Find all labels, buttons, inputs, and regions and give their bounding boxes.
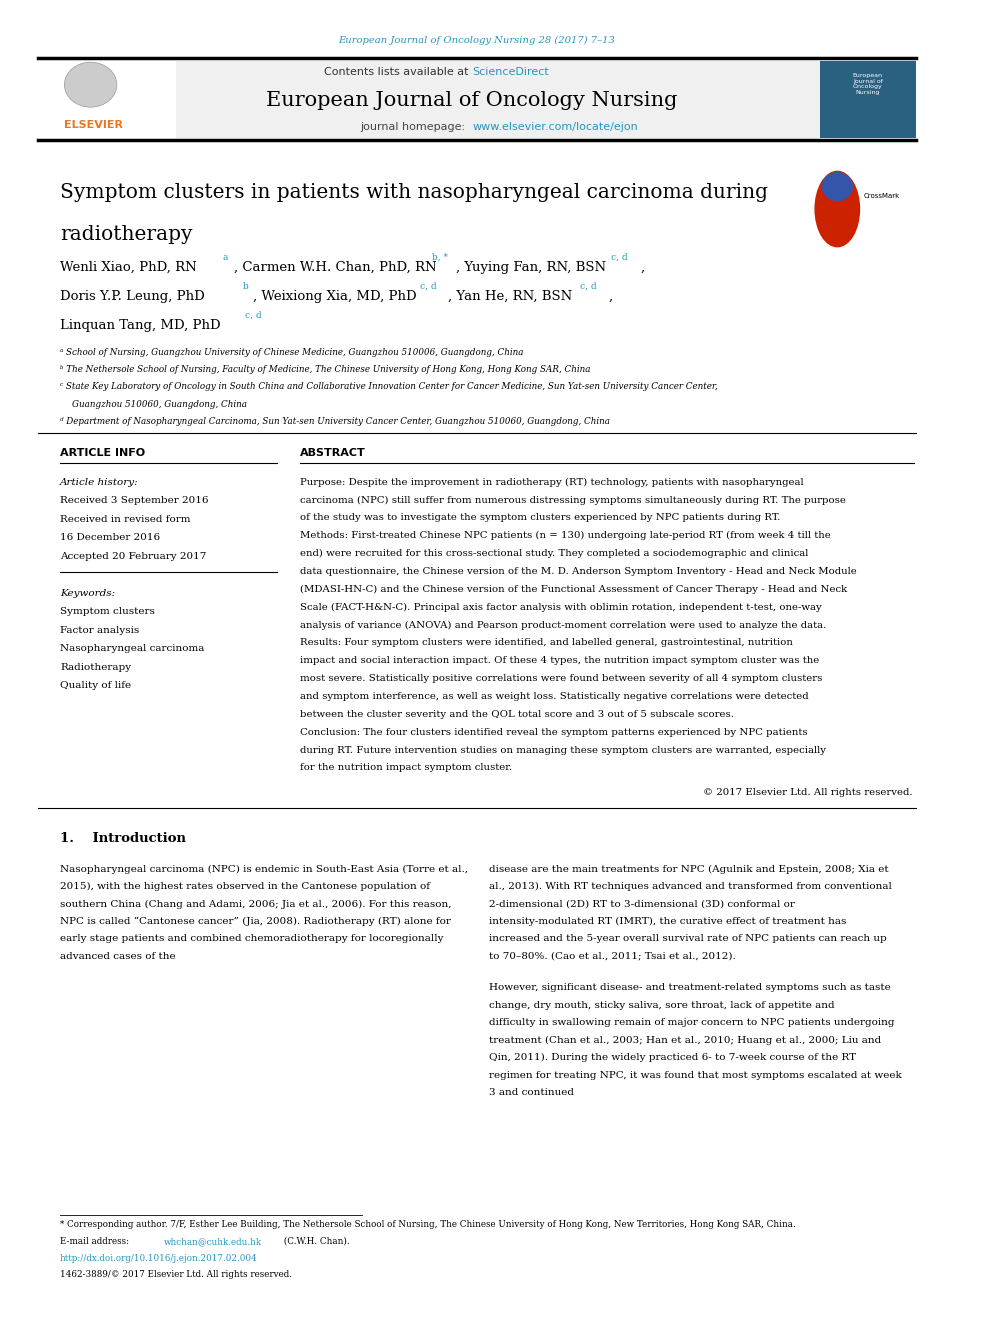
Text: Received in revised form: Received in revised form [61, 515, 190, 524]
Text: change, dry mouth, sticky saliva, sore throat, lack of appetite and: change, dry mouth, sticky saliva, sore t… [489, 1000, 835, 1009]
Text: Radiotherapy: Radiotherapy [61, 663, 131, 672]
Text: Received 3 September 2016: Received 3 September 2016 [61, 496, 208, 505]
Text: intensity-modulated RT (IMRT), the curative effect of treatment has: intensity-modulated RT (IMRT), the curat… [489, 917, 846, 926]
Text: and symptom interference, as well as weight loss. Statistically negative correla: and symptom interference, as well as wei… [301, 692, 809, 701]
Text: www.elsevier.com/locate/ejon: www.elsevier.com/locate/ejon [472, 122, 638, 132]
Text: Nasopharyngeal carcinoma: Nasopharyngeal carcinoma [61, 644, 204, 654]
Text: Symptom clusters in patients with nasopharyngeal carcinoma during: Symptom clusters in patients with nasoph… [61, 183, 768, 201]
Text: c, d: c, d [420, 282, 436, 291]
Text: , Weixiong Xia, MD, PhD: , Weixiong Xia, MD, PhD [253, 290, 417, 303]
Text: Keywords:: Keywords: [61, 589, 115, 598]
Text: of the study was to investigate the symptom clusters experienced by NPC patients: of the study was to investigate the symp… [301, 513, 781, 523]
Text: a: a [222, 253, 227, 262]
Text: ABSTRACT: ABSTRACT [301, 448, 366, 459]
Text: Doris Y.P. Leung, PhD: Doris Y.P. Leung, PhD [61, 290, 204, 303]
Text: E-mail address:: E-mail address: [61, 1237, 132, 1246]
Text: European Journal of Oncology Nursing: European Journal of Oncology Nursing [267, 91, 678, 110]
Text: 2-dimensional (2D) RT to 3-dimensional (3D) conformal or: 2-dimensional (2D) RT to 3-dimensional (… [489, 900, 796, 909]
Text: 1462-3889/© 2017 Elsevier Ltd. All rights reserved.: 1462-3889/© 2017 Elsevier Ltd. All right… [61, 1270, 292, 1279]
Text: ,: , [608, 290, 612, 303]
Text: ARTICLE INFO: ARTICLE INFO [61, 448, 145, 459]
Text: southern China (Chang and Adami, 2006; Jia et al., 2006). For this reason,: southern China (Chang and Adami, 2006; J… [61, 900, 451, 909]
Text: CrossMark: CrossMark [864, 193, 901, 198]
Text: Wenli Xiao, PhD, RN: Wenli Xiao, PhD, RN [61, 261, 196, 274]
Bar [820, 61, 916, 138]
Text: ELSEVIER: ELSEVIER [63, 120, 123, 131]
Text: radiotherapy: radiotherapy [61, 225, 192, 243]
Text: regimen for treating NPC, it was found that most symptoms escalated at week: regimen for treating NPC, it was found t… [489, 1070, 902, 1080]
Text: (C.W.H. Chan).: (C.W.H. Chan). [282, 1237, 350, 1246]
Text: NPC is called “Cantonese cancer” (Jia, 2008). Radiotherapy (RT) alone for: NPC is called “Cantonese cancer” (Jia, 2… [61, 917, 451, 926]
Text: http://dx.doi.org/10.1016/j.ejon.2017.02.004: http://dx.doi.org/10.1016/j.ejon.2017.02… [61, 1254, 258, 1263]
Text: Accepted 20 February 2017: Accepted 20 February 2017 [61, 552, 206, 561]
Text: 3 and continued: 3 and continued [489, 1088, 574, 1097]
Text: Quality of life: Quality of life [61, 681, 131, 691]
Text: journal homepage:: journal homepage: [360, 122, 472, 132]
Text: analysis of variance (ANOVA) and Pearson product-moment correlation were used to: analysis of variance (ANOVA) and Pearson… [301, 620, 826, 630]
Text: Purpose: Despite the improvement in radiotherapy (RT) technology, patients with : Purpose: Despite the improvement in radi… [301, 478, 805, 487]
Text: Guangzhou 510060, Guangdong, China: Guangzhou 510060, Guangdong, China [71, 400, 247, 409]
Text: ᵃ School of Nursing, Guangzhou University of Chinese Medicine, Guangzhou 510006,: ᵃ School of Nursing, Guangzhou Universit… [61, 348, 524, 357]
Text: c, d: c, d [579, 282, 596, 291]
Text: European
Journal of
Oncology
Nursing: European Journal of Oncology Nursing [853, 73, 883, 95]
Text: al., 2013). With RT techniques advanced and transformed from conventional: al., 2013). With RT techniques advanced … [489, 882, 892, 892]
Text: European Journal of Oncology Nursing 28 (2017) 7–13: European Journal of Oncology Nursing 28 … [338, 36, 615, 45]
Text: , Yan He, RN, BSN: , Yan He, RN, BSN [448, 290, 572, 303]
Bar [38, 61, 858, 138]
Text: However, significant disease- and treatment-related symptoms such as taste: However, significant disease- and treatm… [489, 983, 891, 992]
Text: end) were recruited for this cross-sectional study. They completed a sociodemogr: end) were recruited for this cross-secti… [301, 549, 808, 558]
Ellipse shape [814, 171, 860, 247]
Text: Results: Four symptom clusters were identified, and labelled general, gastrointe: Results: Four symptom clusters were iden… [301, 638, 794, 647]
Text: © 2017 Elsevier Ltd. All rights reserved.: © 2017 Elsevier Ltd. All rights reserved… [703, 787, 913, 796]
Text: Article history:: Article history: [61, 478, 139, 487]
Text: ᵇ The Nethersole School of Nursing, Faculty of Medicine, The Chinese University : ᵇ The Nethersole School of Nursing, Facu… [61, 365, 590, 374]
Text: disease are the main treatments for NPC (Agulnik and Epstein, 2008; Xia et: disease are the main treatments for NPC … [489, 864, 889, 873]
Text: c, d: c, d [611, 253, 628, 262]
Text: (MDASI-HN-C) and the Chinese version of the Functional Assessment of Cancer Ther: (MDASI-HN-C) and the Chinese version of … [301, 585, 847, 594]
Text: 16 December 2016: 16 December 2016 [61, 533, 160, 542]
Text: during RT. Future intervention studies on managing these symptom clusters are wa: during RT. Future intervention studies o… [301, 745, 826, 754]
Bar [38, 61, 177, 138]
Text: ScienceDirect: ScienceDirect [472, 67, 549, 78]
Text: ,: , [641, 261, 645, 274]
Text: 1.    Introduction: 1. Introduction [61, 831, 186, 844]
Text: ᵈ Department of Nasopharyngeal Carcinoma, Sun Yat-sen University Cancer Center, : ᵈ Department of Nasopharyngeal Carcinoma… [61, 417, 610, 426]
Text: to 70–80%. (Cao et al., 2011; Tsai et al., 2012).: to 70–80%. (Cao et al., 2011; Tsai et al… [489, 951, 736, 960]
Text: Symptom clusters: Symptom clusters [61, 607, 155, 617]
Text: early stage patients and combined chemoradiotherapy for locoregionally: early stage patients and combined chemor… [61, 934, 443, 943]
Text: b, *: b, * [432, 253, 448, 262]
Text: Factor analysis: Factor analysis [61, 626, 139, 635]
Text: whchan@cuhk.edu.hk: whchan@cuhk.edu.hk [164, 1237, 262, 1246]
Text: , Carmen W.H. Chan, PhD, RN: , Carmen W.H. Chan, PhD, RN [234, 261, 436, 274]
Text: Scale (FACT-H&N-C). Principal axis factor analysis with oblimin rotation, indepe: Scale (FACT-H&N-C). Principal axis facto… [301, 602, 822, 611]
Ellipse shape [821, 172, 853, 201]
Text: for the nutrition impact symptom cluster.: for the nutrition impact symptom cluster… [301, 763, 513, 773]
Text: c, d: c, d [245, 311, 262, 320]
Text: Contents lists available at: Contents lists available at [324, 67, 472, 78]
Text: b: b [243, 282, 249, 291]
Text: Methods: First-treated Chinese NPC patients (n = 130) undergoing late-period RT : Methods: First-treated Chinese NPC patie… [301, 531, 831, 540]
Text: Qin, 2011). During the widely practiced 6- to 7-week course of the RT: Qin, 2011). During the widely practiced … [489, 1053, 856, 1062]
Ellipse shape [64, 62, 117, 107]
Text: treatment (Chan et al., 2003; Han et al., 2010; Huang et al., 2000; Liu and: treatment (Chan et al., 2003; Han et al.… [489, 1036, 882, 1045]
Text: difficulty in swallowing remain of major concern to NPC patients undergoing: difficulty in swallowing remain of major… [489, 1019, 895, 1027]
Text: 2015), with the highest rates observed in the Cantonese population of: 2015), with the highest rates observed i… [61, 882, 431, 892]
Text: increased and the 5-year overall survival rate of NPC patients can reach up: increased and the 5-year overall surviva… [489, 934, 887, 943]
Text: carcinoma (NPC) still suffer from numerous distressing symptoms simultaneously d: carcinoma (NPC) still suffer from numero… [301, 496, 846, 504]
Text: * Corresponding author. 7/F, Esther Lee Building, The Nethersole School of Nursi: * Corresponding author. 7/F, Esther Lee … [61, 1220, 796, 1229]
Text: Linquan Tang, MD, PhD: Linquan Tang, MD, PhD [61, 319, 220, 332]
Text: advanced cases of the: advanced cases of the [61, 951, 176, 960]
Text: data questionnaire, the Chinese version of the M. D. Anderson Symptom Inventory : data questionnaire, the Chinese version … [301, 566, 857, 576]
Text: between the cluster severity and the QOL total score and 3 out of 5 subscale sco: between the cluster severity and the QOL… [301, 709, 734, 718]
Text: , Yuying Fan, RN, BSN: , Yuying Fan, RN, BSN [456, 261, 606, 274]
Text: most severe. Statistically positive correlations were found between severity of : most severe. Statistically positive corr… [301, 673, 822, 683]
Text: impact and social interaction impact. Of these 4 types, the nutrition impact sym: impact and social interaction impact. Of… [301, 656, 819, 665]
Text: Nasopharyngeal carcinoma (NPC) is endemic in South-East Asia (Torre et al.,: Nasopharyngeal carcinoma (NPC) is endemi… [61, 864, 468, 873]
Text: ᶜ State Key Laboratory of Oncology in South China and Collaborative Innovation C: ᶜ State Key Laboratory of Oncology in So… [61, 382, 718, 392]
Text: Conclusion: The four clusters identified reveal the symptom patterns experienced: Conclusion: The four clusters identified… [301, 728, 808, 737]
